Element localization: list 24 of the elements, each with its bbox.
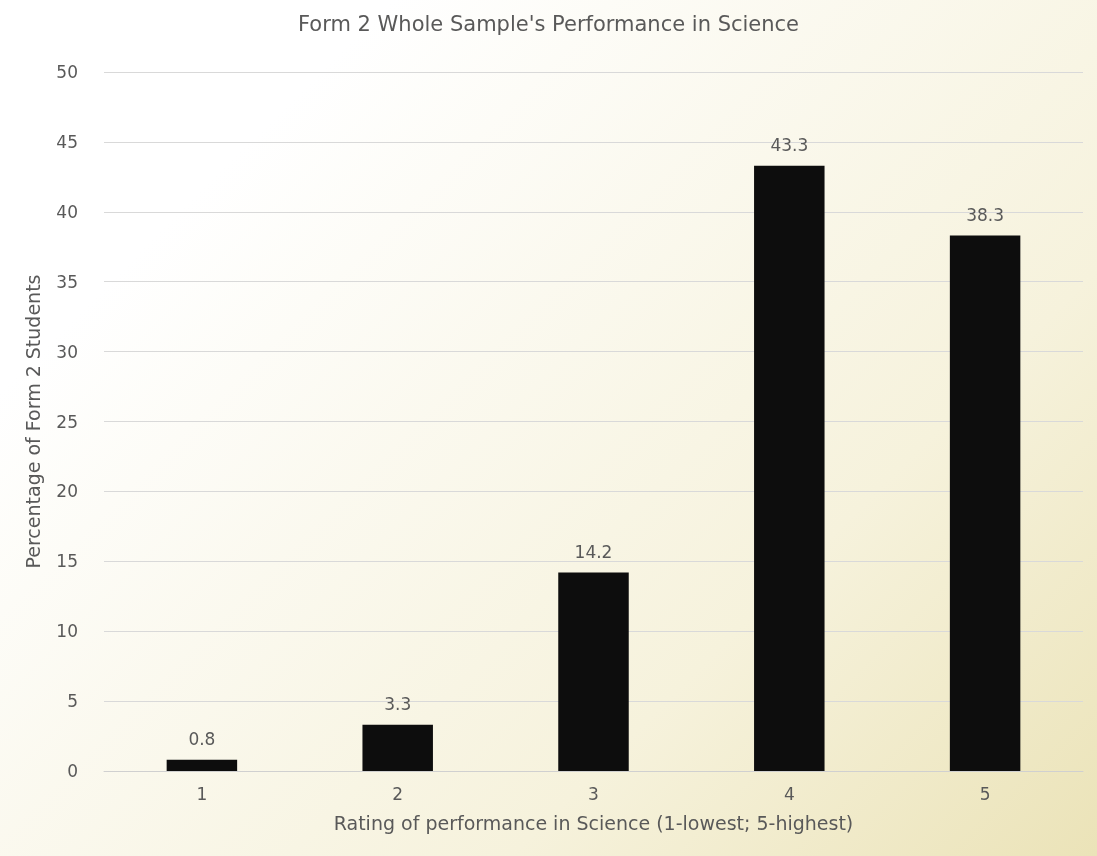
data-label: 0.8 <box>188 729 216 750</box>
data-label: 43.3 <box>770 135 809 156</box>
y-tick-label: 50 <box>56 62 78 82</box>
y-tick-label: 5 <box>67 691 78 712</box>
data-label: 14.2 <box>574 541 613 562</box>
data-label: 3.3 <box>384 694 412 715</box>
x-tick-label: 5 <box>979 783 991 804</box>
data-label: 38.3 <box>966 205 1005 226</box>
y-axis-title: Percentage of Form 2 Students <box>21 274 44 569</box>
chart-title: Form 2 Whole Sample's Performance in Science <box>297 11 800 36</box>
y-tick-label: 25 <box>56 411 78 432</box>
y-tick-label: 35 <box>56 271 78 292</box>
x-axis-title: Rating of performance in Science (1-lowest; 5-highest) <box>333 811 854 834</box>
y-tick-label: 10 <box>56 621 78 642</box>
y-tick-label: 45 <box>56 131 78 152</box>
x-tick-label: 3 <box>588 783 599 804</box>
y-tick-label: 40 <box>56 201 78 222</box>
y-tick-label: 15 <box>56 551 78 572</box>
x-tick-label: 2 <box>392 783 404 804</box>
y-tick-label: 20 <box>56 481 78 502</box>
x-tick-label: 4 <box>783 783 795 804</box>
x-tick-label: 1 <box>196 783 208 804</box>
y-tick-label: 30 <box>56 341 78 362</box>
y-tick-label: 0 <box>67 761 78 781</box>
